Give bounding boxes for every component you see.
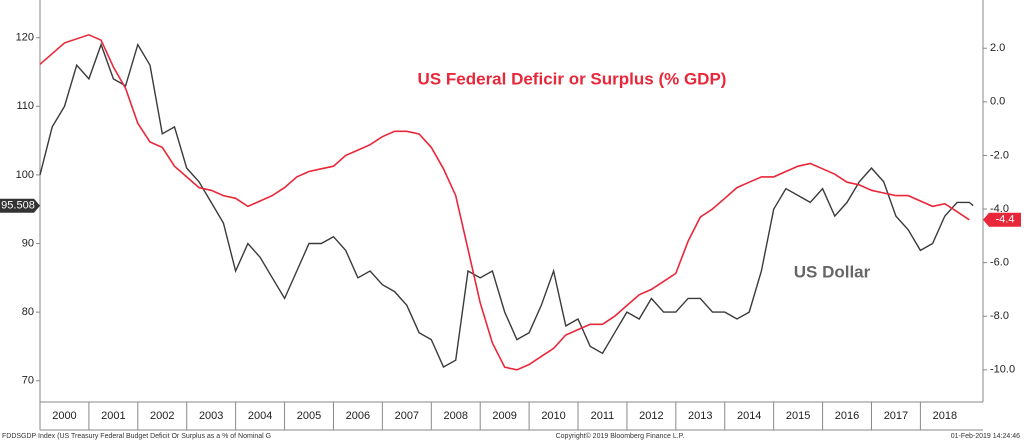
- end-label-box: [983, 212, 1021, 227]
- x-tick-label: 2004: [248, 410, 272, 422]
- y2-tick-label: 2.0: [990, 42, 1005, 54]
- y-tick-label: 90: [22, 237, 34, 249]
- y2-tick-label: -4.0: [990, 203, 1009, 215]
- y2-tick-label: 0.0: [990, 96, 1005, 108]
- x-tick-label: 2000: [52, 410, 76, 422]
- annotation: US Federal Deficir or Surplus (% GDP): [418, 69, 727, 88]
- y-tick-label: 80: [22, 306, 34, 318]
- x-tick-label: 2001: [101, 410, 125, 422]
- series-line: [39, 33, 970, 371]
- x-tick-label: 2016: [835, 410, 859, 422]
- y-tick-label: 110: [16, 100, 34, 112]
- y2-tick-label: -10.0: [990, 364, 1015, 376]
- y-tick-label: 100: [16, 169, 34, 181]
- footer-timestamp: 01-Feb-2019 14:24:46: [951, 433, 1020, 440]
- footer-source: FDDSGDP Index (US Treasury Federal Budge…: [2, 433, 271, 440]
- x-tick-label: 2005: [297, 410, 321, 422]
- x-tick-label: 2014: [737, 410, 761, 422]
- y2-tick-label: -2.0: [990, 149, 1009, 161]
- x-tick-label: 2013: [688, 410, 712, 422]
- y2-tick-label: -6.0: [990, 257, 1009, 269]
- x-tick-label: 2002: [150, 410, 174, 422]
- end-label: -4.4: [996, 214, 1015, 226]
- x-tick-label: 2009: [492, 410, 516, 422]
- y-tick-label: 70: [22, 375, 34, 387]
- x-tick-label: 2006: [346, 410, 370, 422]
- x-tick-label: 2003: [199, 410, 223, 422]
- x-tick-label: 2010: [541, 410, 565, 422]
- end-label-box: [0, 198, 40, 213]
- x-tick-label: 2012: [639, 410, 663, 422]
- series-line: [39, 42, 974, 368]
- x-tick-label: 2015: [786, 410, 810, 422]
- x-tick-label: 2011: [591, 410, 615, 422]
- x-tick-label: 2008: [443, 410, 467, 422]
- footer-copyright: Copyright© 2019 Bloomberg Finance L.P.: [556, 432, 685, 440]
- x-tick-label: 2018: [933, 410, 957, 422]
- annotation: US Dollar: [794, 262, 871, 281]
- x-tick-label: 2017: [884, 410, 908, 422]
- y2-tick-label: -8.0: [990, 310, 1009, 322]
- end-label: 95.508: [1, 200, 35, 212]
- x-tick-label: 2007: [395, 410, 419, 422]
- y-tick-label: 120: [16, 32, 34, 44]
